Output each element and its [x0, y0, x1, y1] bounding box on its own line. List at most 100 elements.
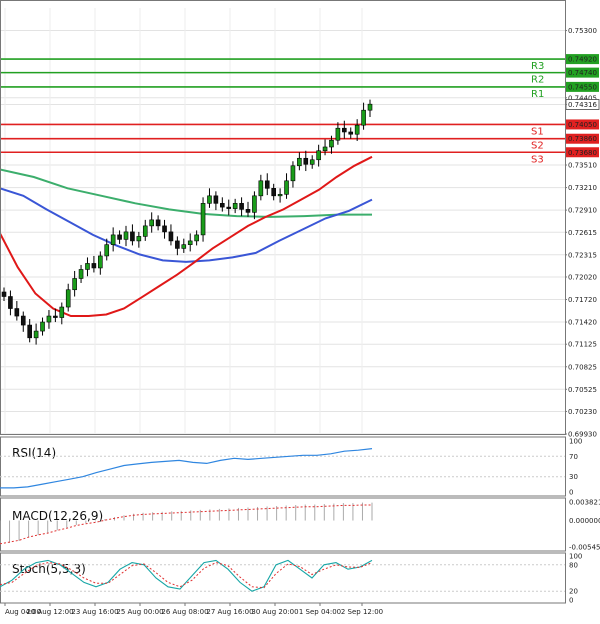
candle-body	[290, 165, 296, 182]
candle-body	[264, 180, 270, 189]
level-label-s2: S2	[531, 141, 544, 152]
candle-body	[258, 180, 264, 197]
candle-body	[316, 150, 321, 161]
rsi-tick-label: 30	[569, 473, 578, 481]
ma-green-line	[0, 168, 372, 218]
stoch-k-line	[0, 559, 373, 592]
ma-blue-line	[0, 187, 373, 263]
level-price-label: 0.73680	[568, 149, 597, 157]
macd-tick-label: 0.003821	[569, 499, 600, 507]
candle-body	[271, 188, 276, 197]
macd-frame	[0, 497, 566, 552]
price-tick-label: 0.71420	[568, 319, 597, 327]
macd-panel: MACD(12,26,9) 0.003821 0.000000 -0.005451	[0, 497, 600, 552]
candle-body	[130, 231, 135, 242]
candle-body	[110, 234, 116, 245]
candle-body	[303, 157, 309, 165]
candle-body	[187, 240, 193, 245]
candle-body	[33, 330, 39, 339]
price-tick-label: 0.72615	[568, 229, 597, 237]
rsi-tick-label: 70	[569, 453, 578, 461]
candle-body	[123, 231, 129, 240]
candle-body	[329, 139, 334, 148]
stoch-tick-label: 100	[569, 553, 582, 561]
price-tick-label: 0.73510	[568, 162, 597, 170]
time-tick-label: Aug 04:00	[5, 608, 41, 616]
candle-body	[367, 103, 373, 111]
price-tick-label: 0.75300	[568, 27, 597, 35]
candle-body	[65, 289, 71, 308]
time-tick-label: 23 Aug 16:00	[71, 608, 118, 616]
time-tick-label: 25 Aug 00:00	[116, 608, 163, 616]
candle-body	[175, 240, 180, 249]
candle-body	[348, 131, 354, 135]
stoch-tick-label: 80	[569, 561, 578, 569]
stoch-tick-label: 0	[569, 597, 573, 605]
candle-body	[53, 315, 58, 318]
candle-body	[181, 244, 187, 249]
rsi-frame	[0, 436, 566, 497]
candle-body	[297, 157, 302, 167]
candle-body	[226, 206, 232, 209]
level-price-label: 0.74050	[568, 121, 597, 129]
price-tick-label: 0.71720	[568, 296, 597, 304]
candle-body	[136, 236, 142, 242]
level-label-r2: R2	[531, 75, 544, 86]
candle-body	[162, 225, 167, 233]
rsi-panel: RSI(14) 100 70 30 0	[0, 436, 582, 497]
price-tick-label: 0.73210	[568, 184, 597, 192]
macd-tick-label: -0.005451	[569, 544, 600, 552]
candle-body	[85, 263, 90, 270]
candle-body	[213, 195, 219, 204]
time-tick-label: 1 Sep 04:00	[299, 608, 341, 616]
candle-body	[232, 203, 238, 209]
price-tick-label: 0.74405	[568, 94, 597, 102]
candle-body	[1, 291, 7, 297]
level-price-box	[566, 81, 599, 92]
candle-body	[277, 194, 283, 197]
macd-title: MACD(12,26,9)	[12, 509, 103, 523]
macd-signal-line	[0, 504, 372, 545]
price-tick-label: 0.72315	[568, 251, 597, 259]
candle-body	[91, 263, 97, 269]
chart-frame	[0, 0, 566, 435]
stoch-frame	[0, 552, 566, 604]
level-label-r3: R3	[531, 61, 544, 72]
price-tick-label: 0.71125	[568, 341, 597, 349]
price-tick-label: 0.70230	[568, 408, 597, 416]
price-tick-label: 0.72020	[568, 273, 597, 281]
candle-body	[46, 315, 52, 323]
time-tick-label: 20 Aug 12:00	[26, 608, 73, 616]
candle-body	[200, 203, 206, 236]
level-price-label: 0.74740	[568, 69, 597, 77]
time-tick-label: 2 Sep 12:00	[341, 608, 383, 616]
pivot-levels: R3 R2 R1 S1 S2 S3	[0, 58, 565, 165]
candles	[1, 99, 373, 345]
rsi-tick-label: 0	[569, 489, 573, 497]
candle-body	[309, 159, 315, 165]
level-price-label: 0.74920	[568, 56, 597, 64]
candle-body	[284, 180, 289, 195]
level-label-s3: S3	[531, 154, 544, 165]
candle-body	[14, 308, 20, 317]
main-frame	[0, 0, 566, 435]
time-tick-label: 26 Aug 08:00	[161, 608, 208, 616]
candle-body	[8, 296, 13, 309]
candle-body	[104, 244, 110, 257]
rsi-title: RSI(14)	[12, 446, 56, 460]
rsi-line	[0, 448, 373, 489]
candle-body	[354, 124, 360, 135]
candle-body	[78, 269, 84, 279]
stoch-tick-label: 20	[569, 588, 578, 596]
level-price-box	[566, 119, 599, 130]
level-price-label: 0.73860	[568, 135, 597, 143]
rsi-tick-label: 100	[569, 438, 582, 446]
time-tick-label: 30 Aug 20:00	[251, 608, 298, 616]
candle-body	[20, 315, 26, 326]
level-price-box	[566, 147, 599, 158]
candle-body	[245, 209, 251, 213]
level-price-box	[566, 54, 599, 65]
